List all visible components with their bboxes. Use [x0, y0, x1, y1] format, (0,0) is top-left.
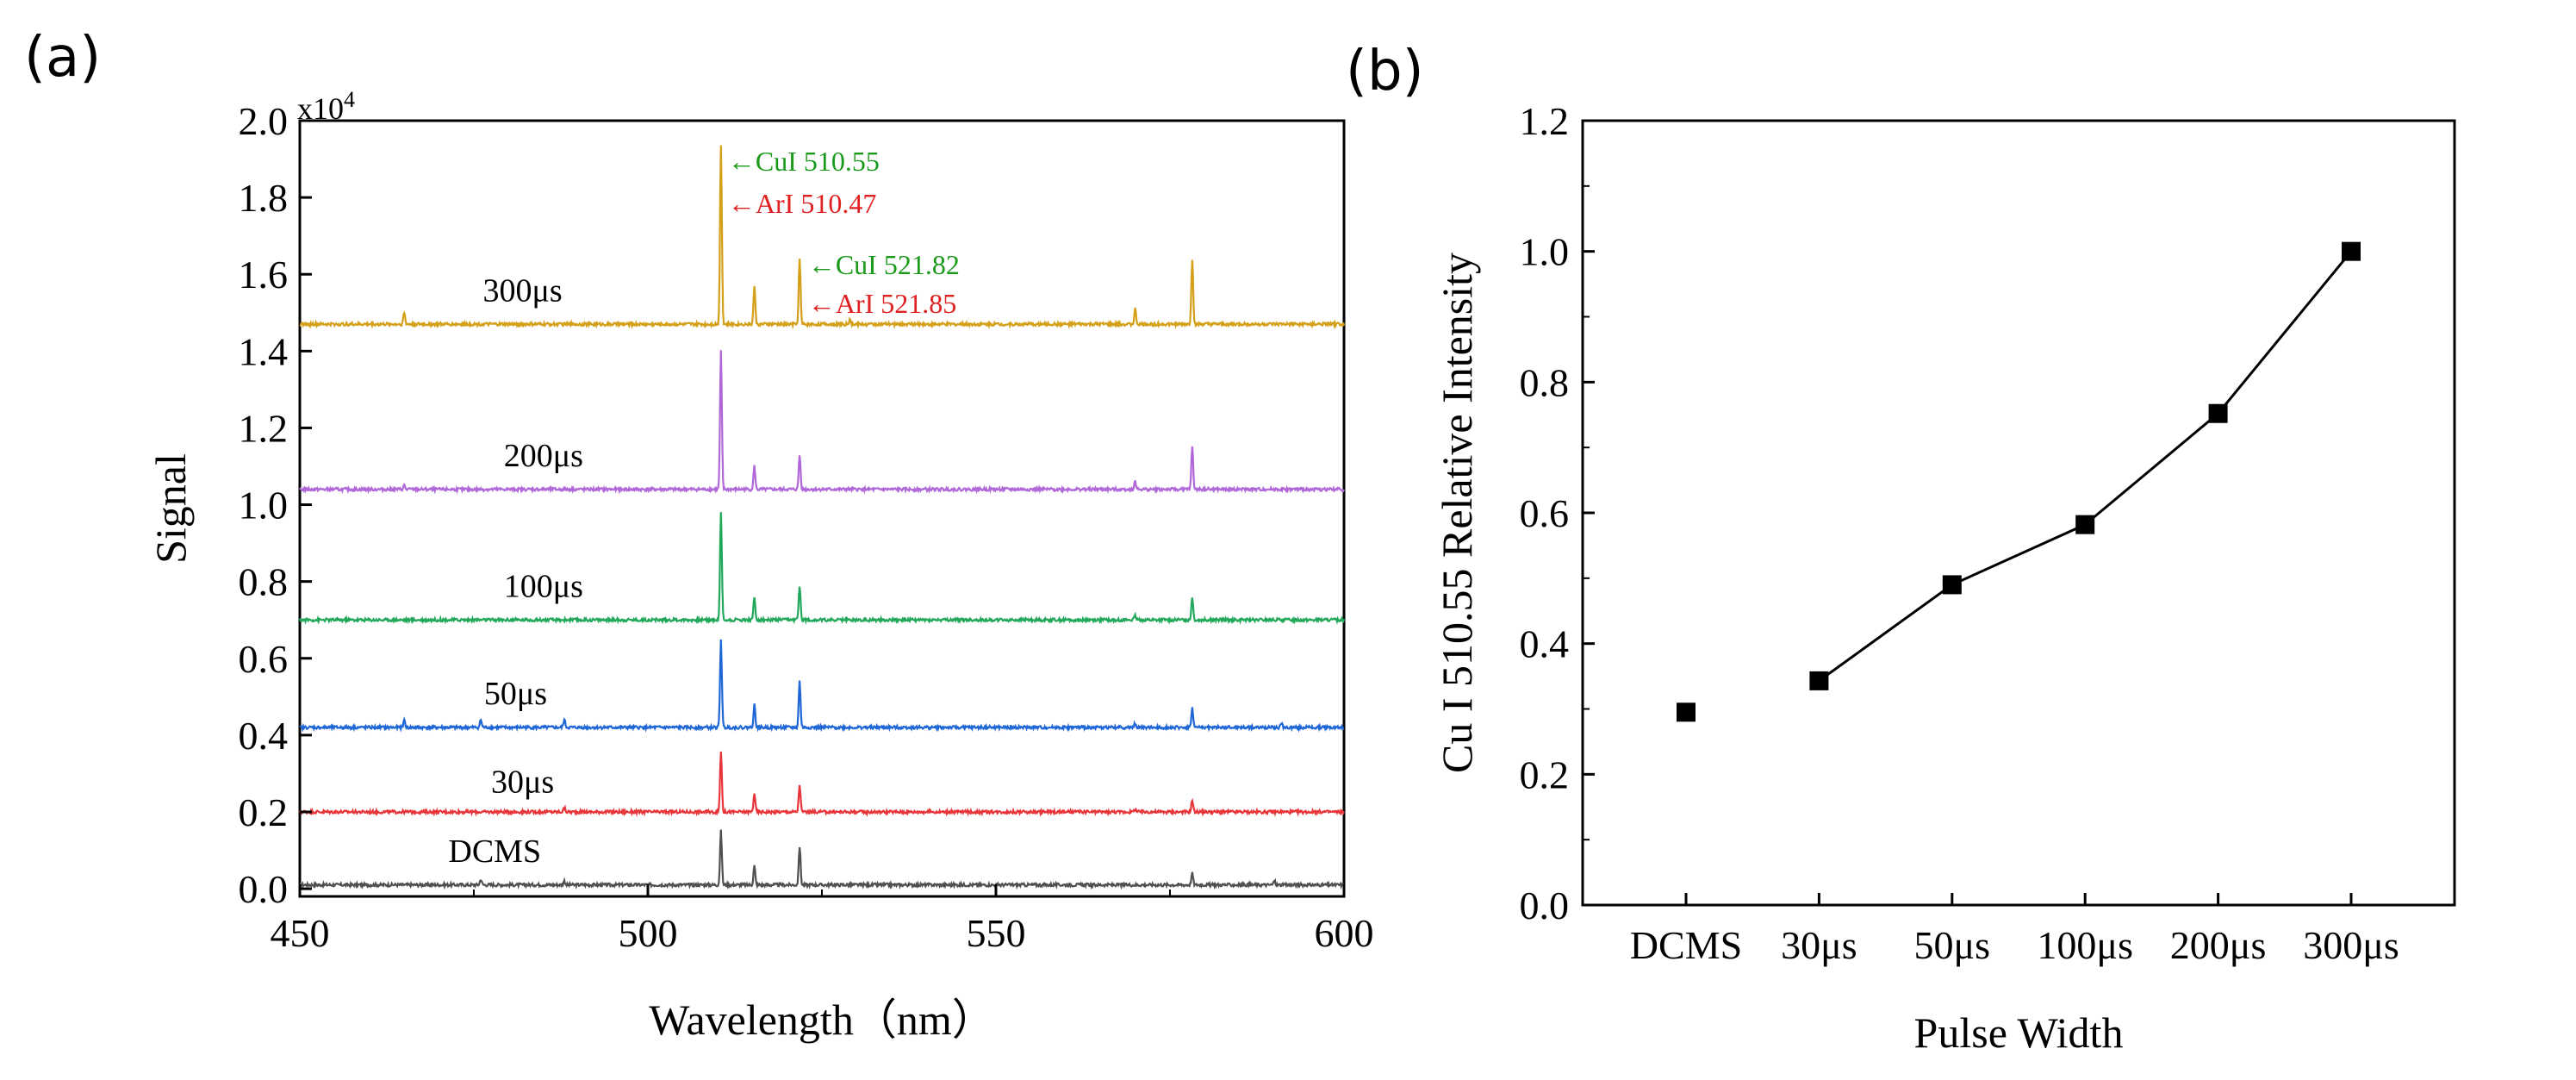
intensity-y-axis-title: Cu I 510.55 Relative Intensity [1433, 253, 1481, 773]
y-tick-label: 0.8 [1520, 360, 1570, 404]
spectrum-line-100s [298, 512, 1346, 625]
x-tick-label: 300μs [2303, 923, 2399, 967]
spectra-plot-frame [298, 119, 1346, 898]
spectrum-line-200s [299, 350, 1345, 495]
y-tick-label: 1.0 [1520, 230, 1570, 274]
series-label: 30μs [491, 765, 554, 801]
spectrum-line-dcms [299, 829, 1345, 890]
y-tick-label: 0.0 [1520, 883, 1570, 927]
y-tick-label: 0.6 [1520, 491, 1570, 535]
y-tick-label: 1.0 [239, 484, 289, 528]
y-tick-label: 1.6 [239, 253, 289, 297]
x-tick-label: 450 [271, 911, 330, 955]
y-tick-label: 0.6 [239, 637, 289, 681]
y-tick-label: 1.2 [239, 406, 289, 450]
y-tick-label: 0.0 [239, 867, 289, 911]
y-tick-label: 0.4 [239, 714, 289, 758]
y-tick-label: 0.2 [239, 790, 289, 834]
x-tick-label: DCMS [1630, 923, 1742, 967]
series-label: 200μs [504, 438, 583, 474]
x-tick-label: 100μs [2037, 923, 2133, 967]
spectra-x-axis-title: Wavelength（nm） [649, 996, 994, 1044]
y-tick-label: 2.0 [239, 99, 289, 143]
intensity-trend-line [1818, 250, 2353, 683]
x-tick-label: 50μs [1914, 923, 1991, 967]
intensity-point [1809, 671, 1829, 690]
intensity-point [2208, 403, 2228, 423]
y-tick-label: 0.2 [1520, 752, 1570, 796]
series-label: DCMS [448, 833, 541, 870]
spectrum-line-300s [299, 145, 1346, 330]
y-tick-label: 0.8 [239, 560, 289, 604]
y-tick-label: 1.8 [239, 176, 289, 220]
spectrum-line-50s [299, 639, 1345, 734]
line-annotation: ←CuI 521.82 [808, 249, 960, 280]
line-annotation: ←ArI 510.47 [728, 188, 876, 219]
y-tick-label: 1.2 [1520, 99, 1570, 143]
intensity-x-axis-title: Pulse Width [1914, 1008, 2124, 1057]
x-tick-label: 30μs [1781, 923, 1857, 967]
panel-b-label: (b) [1346, 40, 1424, 103]
y-multiplier: x104 [297, 87, 355, 126]
intensity-point [2342, 241, 2361, 261]
x-tick-label: 550 [967, 911, 1026, 955]
intensity-point [1677, 702, 1696, 722]
series-label: 300μs [482, 272, 562, 309]
relative-intensity-chart: 0.0 0.2 0.4 0.6 0.8 1.0 1.2 DCMS 30μs 50μs 100μs 20… [1433, 99, 2456, 1057]
spectrum-line-30s [298, 751, 1345, 818]
x-tick-label: 500 [619, 911, 678, 955]
x-tick-label: 600 [1315, 911, 1374, 955]
x-tick-label: 200μs [2170, 923, 2267, 967]
series-label: 50μs [484, 676, 547, 712]
y-tick-label: 1.4 [239, 329, 289, 373]
intensity-point [2075, 515, 2095, 534]
y-tick-label: 0.4 [1520, 622, 1570, 666]
series-label: 100μs [504, 568, 583, 604]
intensity-plot-frame [1581, 119, 2456, 907]
spectra-chart: 450 500 550 600 0.0 0.2 0.4 0.6 0.8 1.0 1.2 1.4 1.6 1… [146, 87, 1374, 1044]
line-annotation: ←CuI 510.55 [728, 146, 880, 177]
intensity-point [1942, 575, 1962, 595]
panel-a-label: (a) [24, 26, 101, 90]
line-annotation: ←ArI 521.85 [808, 288, 956, 319]
spectra-y-axis-title: Signal [146, 453, 195, 564]
